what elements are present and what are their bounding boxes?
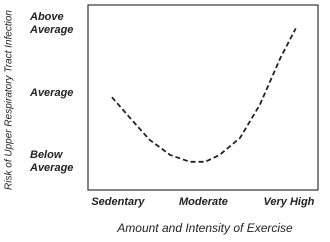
x-tick-label: Moderate — [178, 196, 228, 208]
y-tick-label: Average — [30, 86, 74, 99]
x-tick-label: Very High — [263, 196, 315, 208]
x-tick-label: Sedentary — [91, 196, 145, 208]
y-tick-label: Below Average — [30, 148, 74, 174]
x-axis-title: Amount and Intensity of Exercise — [116, 221, 293, 235]
y-tick-label: Above Average — [30, 11, 74, 37]
y-axis-title: Risk of Upper Respiratory Tract Infectio… — [4, 10, 15, 190]
risk-curve — [111, 27, 297, 163]
plot-frame — [87, 4, 319, 191]
